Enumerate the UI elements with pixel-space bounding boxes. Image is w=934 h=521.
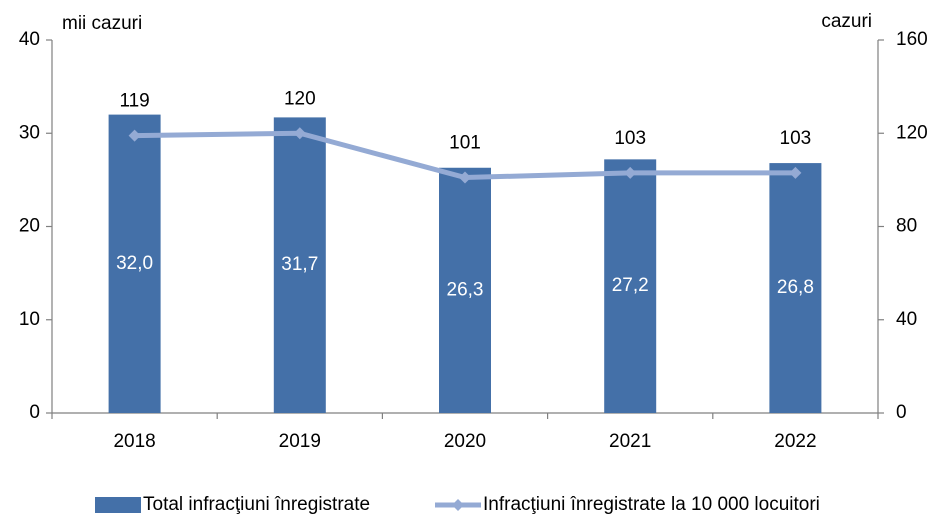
- line-marker: [128, 129, 141, 142]
- legend-label: Infracţiuni înregistrate la 10 000 locui…: [483, 494, 820, 515]
- y-axis-label: mii cazuri: [62, 13, 142, 34]
- y-tick-label: 0: [29, 402, 40, 423]
- x-tick-label: 2019: [279, 431, 321, 452]
- bar-value-label: 26,8: [777, 277, 814, 298]
- bar: [108, 114, 161, 413]
- y2-tick-label: 0: [896, 402, 907, 423]
- bar-value-label: 26,3: [447, 279, 484, 300]
- line-value-label: 119: [119, 91, 149, 112]
- y2-tick-label: 80: [896, 216, 917, 237]
- bar: [439, 167, 491, 413]
- line-marker: [293, 127, 306, 140]
- bar-value-label: 31,7: [281, 254, 318, 275]
- line-value-label: 103: [780, 128, 812, 149]
- line-value-label: 120: [284, 88, 316, 109]
- bar: [769, 163, 822, 413]
- line-value-label: 103: [614, 128, 646, 149]
- y2-tick-label: 40: [896, 309, 917, 330]
- x-tick-label: 2022: [774, 431, 816, 452]
- y-tick-label: 40: [19, 29, 40, 50]
- legend-swatch: [95, 497, 141, 513]
- legend-label: Total infracţiuni înregistrate: [143, 494, 370, 515]
- x-tick-label: 2018: [113, 431, 155, 452]
- line-marker: [459, 171, 471, 184]
- bar: [273, 117, 326, 414]
- x-tick-label: 2020: [444, 431, 486, 452]
- bar-value-label: 32,0: [116, 253, 153, 274]
- line-value-label: 101: [449, 133, 481, 154]
- y2-axis-label: cazuri: [821, 11, 872, 32]
- y-tick-label: 30: [19, 122, 40, 143]
- bar-value-label: 27,2: [612, 275, 649, 296]
- x-tick-label: 2021: [609, 431, 651, 452]
- bar: [604, 159, 657, 413]
- y-tick-label: 10: [19, 309, 40, 330]
- y-tick-label: 20: [19, 216, 40, 237]
- y2-tick-label: 120: [896, 122, 928, 143]
- line-marker: [624, 166, 637, 179]
- legend-marker: [452, 499, 464, 511]
- y2-tick-label: 160: [896, 29, 928, 50]
- line-marker: [789, 166, 802, 179]
